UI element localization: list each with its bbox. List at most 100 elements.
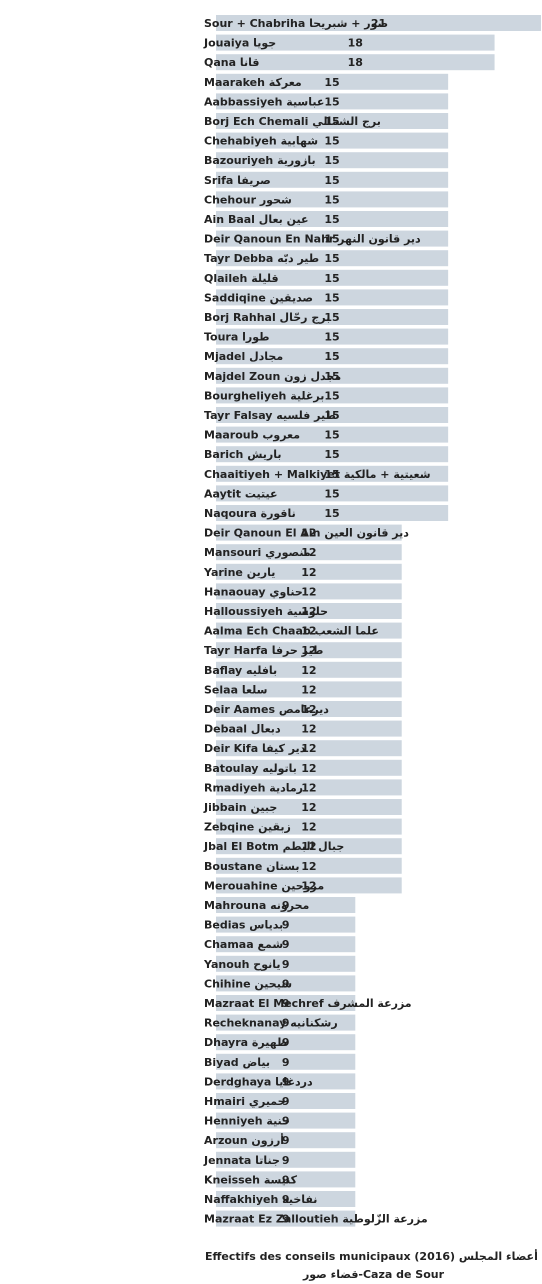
value-label: 18 xyxy=(348,37,363,50)
value-label: 15 xyxy=(324,487,339,500)
bar xyxy=(216,132,449,149)
value-label: 9 xyxy=(282,1134,290,1147)
value-label: 9 xyxy=(282,1115,290,1128)
category-label: أرزون Arzoun xyxy=(204,1133,284,1147)
category-label: دبعال Debaal xyxy=(204,723,281,736)
category-label: حميري Hmairi xyxy=(204,1095,286,1108)
category-label: مروحين Merouahine xyxy=(204,879,324,892)
category-label: منصوري Mansouri xyxy=(204,546,311,559)
value-label: 9 xyxy=(282,1036,290,1049)
bar xyxy=(216,250,449,267)
category-label: بدياس Bedias xyxy=(204,919,283,932)
bar xyxy=(216,1014,356,1031)
category-label: شيحين Chihine xyxy=(204,977,292,990)
category-label: ديرعامص Deir Aames xyxy=(204,703,329,716)
bar xyxy=(216,289,449,306)
category-label: باتوليه Batoulay xyxy=(204,762,297,775)
bar xyxy=(216,1053,356,1070)
bar xyxy=(216,897,356,913)
value-label: 15 xyxy=(324,213,339,226)
category-label: طير حرفا Tayr Harfa xyxy=(204,644,323,657)
value-label: 9 xyxy=(282,958,290,971)
chart-caption-line1: Effectifs des conseils municipaux (2016)… xyxy=(205,1250,542,1263)
category-label: بستان Boustane xyxy=(204,860,299,873)
category-label: حلوسية Halloussiyeh xyxy=(204,605,328,618)
value-label: 15 xyxy=(324,350,339,363)
category-label: محرونه Mahrouna xyxy=(204,899,309,912)
category-label: مجدل زون Majdel Zoun xyxy=(204,370,341,383)
value-label: 15 xyxy=(324,115,339,128)
value-label: 15 xyxy=(324,174,339,187)
category-label: شعيتية + مالكية Chaaitiyeh + Malkiyet xyxy=(204,468,431,481)
category-label: دير قانون النهر Deir Qanoun En Nahr xyxy=(204,233,421,246)
value-label: 9 xyxy=(282,938,290,951)
category-label: شهابية Chehabiyeh xyxy=(204,135,318,148)
value-label: 18 xyxy=(348,56,363,69)
value-label: 9 xyxy=(282,1173,290,1186)
bar xyxy=(216,916,356,933)
category-label: حناوي Hanaouay xyxy=(204,585,303,598)
category-label: برج الشمالي Borj Ech Chemali xyxy=(204,115,381,129)
value-label: 15 xyxy=(324,154,339,167)
category-label: عباسية Aabbassiyeh xyxy=(204,95,324,108)
category-label: قليلة Qlaileh xyxy=(204,272,279,285)
category-label: كنيسة Kneisseh xyxy=(204,1173,298,1186)
bar xyxy=(216,1171,356,1188)
value-label: 9 xyxy=(282,1193,290,1206)
value-label: 9 xyxy=(282,919,290,932)
value-label: 12 xyxy=(301,527,316,540)
category-label: باريش Barich xyxy=(204,448,281,461)
bar xyxy=(216,191,449,208)
bar xyxy=(216,544,402,561)
bar xyxy=(216,230,449,247)
category-label: بياض Biyad xyxy=(204,1056,270,1069)
bar xyxy=(216,485,449,502)
category-label: عين بعال Ain Baal xyxy=(204,213,309,226)
bar xyxy=(216,877,402,894)
bar xyxy=(216,701,402,717)
value-label: 15 xyxy=(324,331,339,344)
bar xyxy=(216,328,449,345)
value-label: 12 xyxy=(301,566,316,579)
bar xyxy=(216,955,356,972)
value-label: 12 xyxy=(301,879,316,892)
value-label: 9 xyxy=(282,1017,290,1030)
category-label: علما الشعب Aalma Ech Chaab xyxy=(204,625,379,638)
category-label: رمادية Rmadiyeh xyxy=(204,781,303,794)
bar xyxy=(216,73,449,90)
category-label: قانا Qana xyxy=(204,56,259,69)
value-label: 12 xyxy=(301,723,316,736)
bar xyxy=(216,269,449,286)
bar xyxy=(216,34,495,51)
category-label: يانوح Yanouh xyxy=(203,958,280,971)
value-label: 15 xyxy=(324,468,339,481)
bar xyxy=(216,661,402,678)
bar xyxy=(216,995,356,1011)
bar xyxy=(216,387,449,404)
bar xyxy=(216,603,402,619)
category-label: جويا Jouaiya xyxy=(203,37,276,50)
category-label: طورا Toura xyxy=(204,331,269,344)
bar xyxy=(216,446,449,463)
category-label: بافليه Baflay xyxy=(204,664,277,677)
value-label: 15 xyxy=(324,193,339,206)
chart-caption-line2: قضاء صور-Caza de Sour xyxy=(302,1268,445,1281)
category-label: جبين Jibbain xyxy=(203,801,277,814)
bar xyxy=(216,407,449,423)
value-label: 15 xyxy=(324,448,339,461)
value-label: 12 xyxy=(301,546,316,559)
value-label: 15 xyxy=(324,507,339,520)
value-label: 12 xyxy=(301,664,316,677)
category-label: معروب Maaroub xyxy=(204,429,300,442)
bar xyxy=(216,720,402,737)
category-label: صريفا Srifa xyxy=(204,174,271,187)
value-label: 21 xyxy=(371,17,386,30)
value-label: 12 xyxy=(301,585,316,598)
value-label: 15 xyxy=(324,272,339,285)
bar xyxy=(216,1151,356,1168)
bar xyxy=(216,524,402,541)
value-label: 15 xyxy=(324,135,339,148)
category-label: طير فلسيه Tayr Falsay xyxy=(204,409,336,422)
value-label: 12 xyxy=(301,860,316,873)
